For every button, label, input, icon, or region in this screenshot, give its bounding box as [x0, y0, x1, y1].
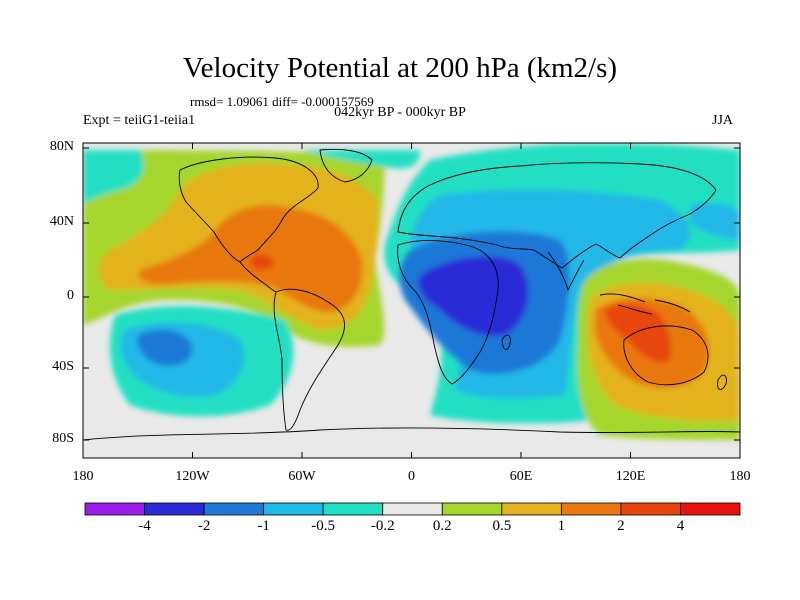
colorbar-label: -4	[138, 518, 151, 534]
colorbar-segment	[382, 502, 443, 516]
colorbar-label: 4	[676, 518, 685, 534]
lon-label: 180	[72, 469, 94, 484]
period-subtitle: 042kyr BP - 000kyr BP	[334, 105, 466, 120]
colorbar-label: -1	[257, 518, 270, 534]
lat-label: 80N	[49, 139, 74, 154]
caribbean-max	[250, 254, 275, 270]
colorbar-segment	[680, 502, 741, 516]
colorbar-label: -0.5	[311, 518, 336, 534]
plot-title: Velocity Potential at 200 hPa (km2/s)	[182, 52, 618, 84]
colorbar-label: 2	[617, 518, 625, 534]
coastline-central-america	[239, 261, 277, 293]
colorbar-label: -0.2	[370, 518, 395, 534]
coastline-madagascar	[501, 334, 511, 350]
coastline-europe-asia	[397, 162, 717, 269]
coastline-greenland	[319, 148, 373, 183]
lon-label: 60E	[509, 469, 533, 484]
colorbar-segment	[620, 502, 681, 516]
lat-label: 0	[67, 288, 74, 303]
contour-field	[83, 143, 740, 458]
lat-label: 40N	[49, 214, 74, 229]
colorbar-label: 0.2	[432, 518, 452, 534]
coastline-south-america	[273, 288, 346, 431]
lon-label: 0	[408, 469, 415, 484]
colorbar-label: 1	[557, 518, 566, 534]
longitude-ticks	[82, 143, 741, 458]
west-pacific-cyan	[690, 203, 740, 240]
coastlines	[83, 148, 740, 441]
experiment-label: Expt = teiiG1-teiia1	[83, 113, 196, 128]
north-atlantic-cyan	[83, 150, 144, 205]
lon-label: 60W	[288, 469, 316, 484]
indonesia-max	[605, 303, 672, 363]
colorbar-segment	[263, 502, 324, 516]
season-label: JJA	[712, 113, 734, 128]
colorbar-segment	[144, 502, 205, 516]
rmsd-stats: rmsd= 1.09061 diff= -0.000157569	[190, 94, 374, 109]
south-pacific-negative	[137, 329, 193, 366]
coastline-africa	[397, 240, 499, 385]
coastline-north-america	[178, 156, 319, 263]
lat-label: 80S	[52, 431, 74, 446]
colorbar-segment	[322, 502, 384, 516]
coastline-india	[547, 251, 585, 292]
colorbar-segment	[203, 502, 265, 516]
colorbar-segment	[501, 502, 562, 516]
colorbar-segment	[441, 502, 503, 516]
colorbar-segment	[84, 502, 145, 516]
latitude-ticks	[83, 147, 740, 441]
africa-core	[418, 256, 529, 336]
colorbar-label: 0.5	[492, 518, 512, 534]
lon-label: 180	[729, 469, 751, 484]
arctic-cyan	[300, 150, 420, 169]
coastline-indonesia	[599, 293, 691, 315]
colorbar-label: -2	[197, 518, 211, 534]
coastline-antarctica	[83, 427, 740, 441]
colorbar	[84, 502, 741, 516]
coastline-new-zealand	[717, 374, 727, 390]
coastline-australia	[623, 325, 709, 386]
lat-label: 40S	[52, 359, 74, 374]
lon-label: 120E	[615, 469, 646, 484]
lon-label: 120W	[175, 469, 210, 484]
colorbar-segment	[560, 502, 622, 516]
